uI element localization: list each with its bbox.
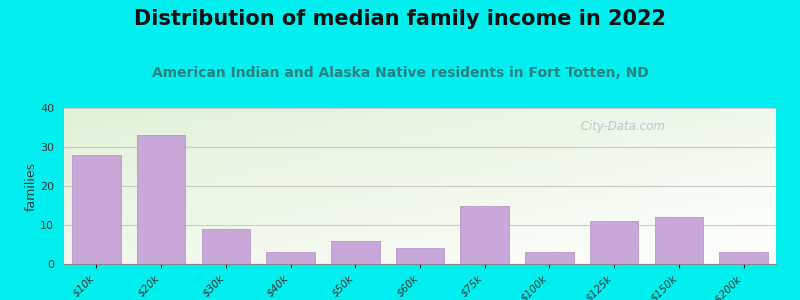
- Text: American Indian and Alaska Native residents in Fort Totten, ND: American Indian and Alaska Native reside…: [152, 66, 648, 80]
- Bar: [331, 241, 379, 264]
- Bar: [461, 206, 509, 264]
- Bar: [525, 252, 574, 264]
- Bar: [654, 217, 703, 264]
- Bar: [590, 221, 638, 264]
- Bar: [396, 248, 444, 264]
- Bar: [72, 155, 121, 264]
- Bar: [137, 135, 186, 264]
- Text: Distribution of median family income in 2022: Distribution of median family income in …: [134, 9, 666, 29]
- Bar: [719, 252, 768, 264]
- Bar: [202, 229, 250, 264]
- Y-axis label: families: families: [24, 161, 38, 211]
- Text: City-Data.com: City-Data.com: [577, 121, 665, 134]
- Bar: [266, 252, 315, 264]
